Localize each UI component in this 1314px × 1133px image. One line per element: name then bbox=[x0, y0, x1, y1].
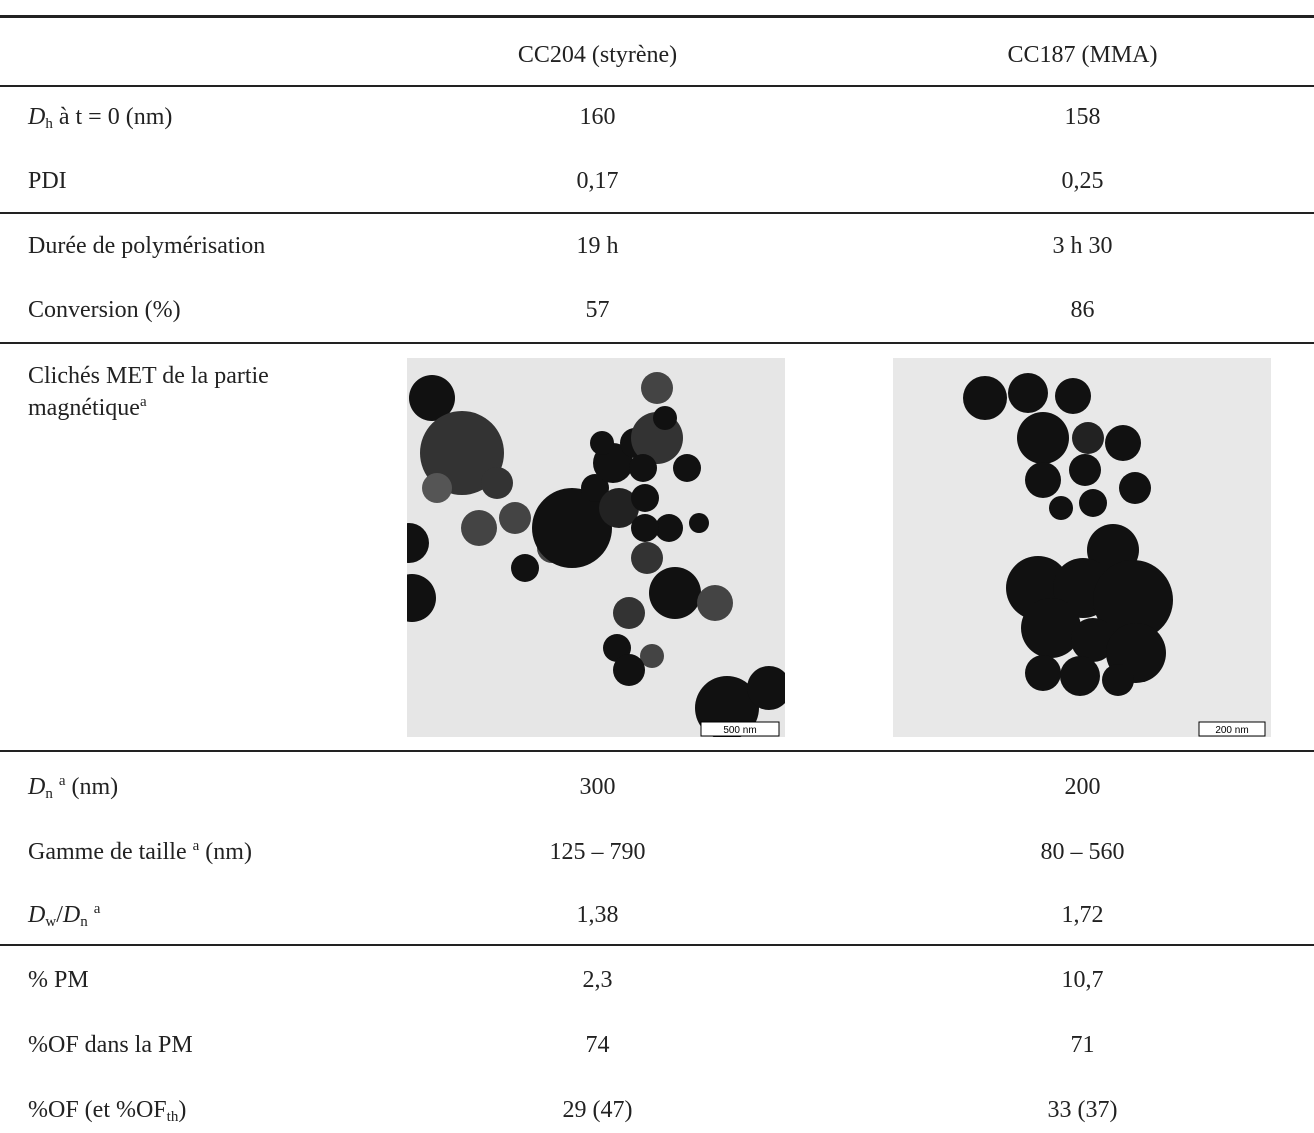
column-header: CC204 (styrène) bbox=[517, 42, 678, 68]
label-part: ) bbox=[178, 1097, 187, 1123]
tem-image: 200 nm bbox=[893, 358, 1271, 737]
scale-bar-label: 200 nm bbox=[1215, 725, 1248, 736]
row-label: %OF (et %OFth) bbox=[28, 1094, 186, 1126]
tem-image: 500 nm bbox=[407, 358, 785, 737]
rule bbox=[0, 212, 1314, 214]
row-label: % PM bbox=[28, 967, 89, 993]
scale-bar-label: 500 nm bbox=[723, 725, 756, 736]
row-label: Gamme de taille a (nm) bbox=[28, 836, 252, 868]
cell: 1,38 bbox=[576, 902, 619, 928]
cell: 160 bbox=[579, 104, 616, 130]
cell: 10,7 bbox=[1061, 967, 1104, 993]
label-part: a bbox=[58, 773, 66, 789]
rule bbox=[0, 15, 1314, 18]
cell: 80 – 560 bbox=[1040, 839, 1125, 865]
cell: 19 h bbox=[576, 233, 619, 259]
label-part: n bbox=[45, 786, 53, 802]
label-part: à t = 0 (nm) bbox=[52, 104, 173, 130]
row-label: Clichés MET de la partie magnétiquea bbox=[28, 360, 348, 424]
cell: 74 bbox=[585, 1032, 610, 1058]
cell: 57 bbox=[585, 297, 610, 323]
column-header: CC187 (MMA) bbox=[1007, 42, 1158, 68]
label-part: th bbox=[166, 1109, 179, 1125]
cell: 158 bbox=[1064, 104, 1101, 130]
row-label: PDI bbox=[28, 168, 67, 194]
label-part: (nm) bbox=[199, 839, 252, 865]
rule bbox=[0, 750, 1314, 752]
cell: 300 bbox=[579, 774, 616, 800]
cell: 2,3 bbox=[582, 967, 613, 993]
row-label: Dh à t = 0 (nm) bbox=[28, 101, 172, 133]
cell: 33 (37) bbox=[1047, 1097, 1118, 1123]
cell: 71 bbox=[1070, 1032, 1095, 1058]
label-part: a bbox=[192, 838, 200, 854]
cell: 200 bbox=[1064, 774, 1101, 800]
cell: 86 bbox=[1070, 297, 1095, 323]
label-part: n bbox=[80, 914, 88, 930]
label-part: D bbox=[28, 104, 46, 130]
cell: 125 – 790 bbox=[549, 839, 646, 865]
row-label: Dw/Dn a bbox=[28, 899, 100, 931]
row-label: Durée de polymérisation bbox=[28, 233, 266, 259]
label-part: D bbox=[62, 902, 81, 928]
cell: 3 h 30 bbox=[1052, 233, 1113, 259]
label-part: w bbox=[45, 914, 57, 930]
cell: 0,25 bbox=[1061, 168, 1104, 194]
cell: 0,17 bbox=[576, 168, 619, 194]
cell: 1,72 bbox=[1061, 902, 1104, 928]
rule bbox=[0, 944, 1314, 946]
label-part: Clichés MET de la partie magnétique bbox=[28, 363, 269, 421]
cell: 29 (47) bbox=[562, 1097, 633, 1123]
label-part: a bbox=[93, 901, 101, 917]
row-label: Dn a (nm) bbox=[28, 771, 118, 803]
label-part: (nm) bbox=[65, 774, 119, 800]
label-part: Gamme de taille bbox=[28, 839, 193, 865]
label-part: a bbox=[139, 394, 147, 410]
label-part: / bbox=[56, 902, 63, 928]
label-part: h bbox=[45, 116, 53, 132]
label-part: %OF (et %OF bbox=[28, 1097, 167, 1123]
row-label: %OF dans la PM bbox=[28, 1032, 193, 1058]
rule bbox=[0, 85, 1314, 87]
rule bbox=[0, 342, 1314, 344]
row-label: Conversion (%) bbox=[28, 297, 181, 323]
label-part: D bbox=[28, 774, 46, 800]
label-part: D bbox=[28, 902, 46, 928]
